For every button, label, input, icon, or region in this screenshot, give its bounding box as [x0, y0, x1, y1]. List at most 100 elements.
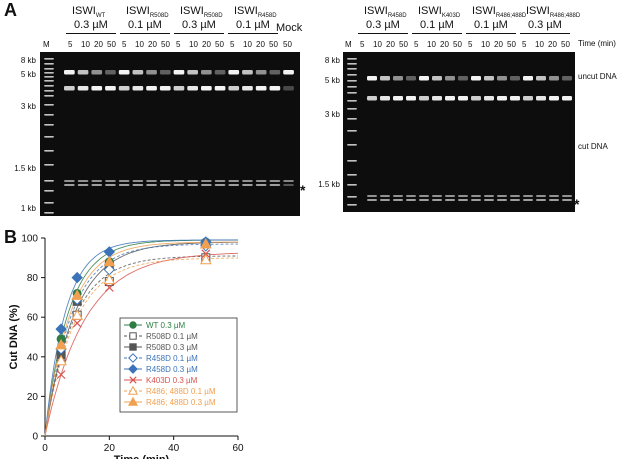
right-lane-time-0-3: 50 [399, 40, 408, 49]
left-lane-time-1-1: 10 [135, 40, 144, 49]
right-group-base-0: ISWI [364, 5, 388, 17]
right-cut-band [536, 96, 546, 101]
right-small-band-b [484, 199, 494, 201]
right-cut-band [523, 96, 533, 101]
gel-image-left [40, 52, 300, 216]
left-ladder-band [44, 114, 54, 116]
right-small-band-a [393, 195, 403, 197]
left-cut-band [146, 86, 157, 91]
left-group-base-2: ISWI [180, 5, 204, 17]
data-point-7-1 [71, 289, 84, 300]
right-small-band-b [367, 199, 377, 201]
left-lane-time-0-1: 10 [81, 40, 90, 49]
data-point-4-1 [71, 271, 83, 284]
right-uncut-band [380, 76, 390, 81]
right-small-band-b [445, 199, 455, 201]
right-cut-band [445, 96, 455, 101]
right-small-band-a [380, 195, 390, 197]
right-group-conc-2: 0.1 µM [474, 19, 508, 31]
gel-image-right [343, 52, 575, 212]
left-small-band-a [105, 180, 116, 182]
cut-dna-chart: 0 20 40 60 80 100 0 20 40 60 Time (min) Cut DNA (%)… [8, 234, 244, 459]
right-small-band-a [484, 195, 494, 197]
y-tick-label: 40 [27, 352, 39, 363]
right-small-band-b [419, 199, 429, 201]
panel-b-letter: B [4, 227, 17, 247]
y-tick-label: 80 [27, 273, 39, 284]
left-group-sub-2: R508D [203, 13, 223, 20]
left-small-band-a [187, 180, 198, 182]
legend-marker-7 [127, 396, 139, 406]
left-group-underline-1 [120, 33, 170, 34]
left-cut-band [64, 86, 75, 91]
right-group-title-1: ISWIK403D [418, 5, 460, 19]
right-cut-band [510, 96, 520, 101]
left-ladder-band [44, 68, 54, 70]
left-small-band-b [242, 184, 253, 186]
left-small-band-b [91, 184, 103, 186]
left-small-band-b [132, 184, 144, 186]
legend-marker-4 [128, 364, 138, 374]
left-uncut-band [242, 70, 253, 75]
right-small-band-b [432, 199, 442, 201]
left-ladder-band [44, 58, 54, 60]
right-small-band-b [523, 199, 533, 201]
left-group-base-0: ISWI [72, 5, 96, 17]
left-group-conc-2: 0.3 µM [182, 19, 216, 31]
legend-label-4: R458D 0.3 µM [146, 365, 198, 374]
left-lane-time-0-0: 5 [68, 40, 73, 49]
left-small-band-b [159, 184, 171, 186]
left-lane-time-1-0: 5 [122, 40, 127, 49]
left-uncut-band [173, 70, 185, 75]
right-ladder-band [347, 184, 357, 186]
marker-1kb-left: 1 kb [20, 204, 36, 213]
left-uncut-band [269, 70, 281, 75]
right-ladder-band [347, 118, 357, 120]
right-small-band-b [471, 199, 481, 201]
cut-dna-label: cut DNA [578, 142, 608, 151]
data-point-4-0 [55, 323, 67, 335]
right-small-band-b [393, 199, 403, 201]
right-small-band-b [497, 199, 507, 201]
legend-label-5: K403D 0.3 µM [146, 376, 198, 385]
right-small-band-a [523, 195, 533, 197]
right-uncut-band [549, 76, 559, 81]
legend-label-2: R508D 0.3 µM [146, 343, 198, 352]
right-lane-time-2-0: 5 [468, 40, 473, 49]
left-small-band-a [242, 180, 253, 182]
right-small-band-a [536, 195, 546, 197]
right-small-band-b [536, 199, 546, 201]
left-small-band-a [64, 180, 75, 182]
right-cut-band [484, 96, 494, 101]
left-small-band-b [77, 184, 89, 186]
right-group-base-3: ISWI [526, 5, 550, 17]
right-small-band-a [445, 195, 455, 197]
left-cut-band [242, 86, 253, 91]
time-label: Time (min) [578, 39, 616, 48]
left-small-band-b [64, 184, 75, 186]
right-small-band-a [419, 195, 429, 197]
data-point-6-1 [71, 309, 84, 320]
data-point-5-1 [72, 318, 82, 328]
right-small-band-a [432, 195, 442, 197]
x-tick-label: 60 [232, 443, 244, 454]
left-ladder-band [44, 72, 54, 74]
right-lane-time-3-3: 50 [561, 40, 570, 49]
left-lane-time-2-1: 10 [189, 40, 198, 49]
right-cut-band [367, 96, 377, 101]
left-small-band-a [214, 180, 226, 182]
left-uncut-band [146, 70, 157, 75]
right-lane-time-2-1: 10 [481, 40, 490, 49]
right-lane-time-2-2: 20 [494, 40, 503, 49]
right-cut-band [432, 96, 442, 101]
left-uncut-band [118, 70, 130, 75]
left-small-band-a [159, 180, 171, 182]
left-cut-band [105, 86, 116, 91]
left-lane-time-2-3: 50 [215, 40, 224, 49]
right-uncut-band [510, 76, 520, 81]
right-group-base-2: ISWI [472, 5, 496, 17]
x-tick-label: 0 [42, 443, 48, 454]
left-small-band-a [118, 180, 130, 182]
right-cut-band [458, 96, 468, 101]
right-ladder-band [347, 100, 357, 102]
